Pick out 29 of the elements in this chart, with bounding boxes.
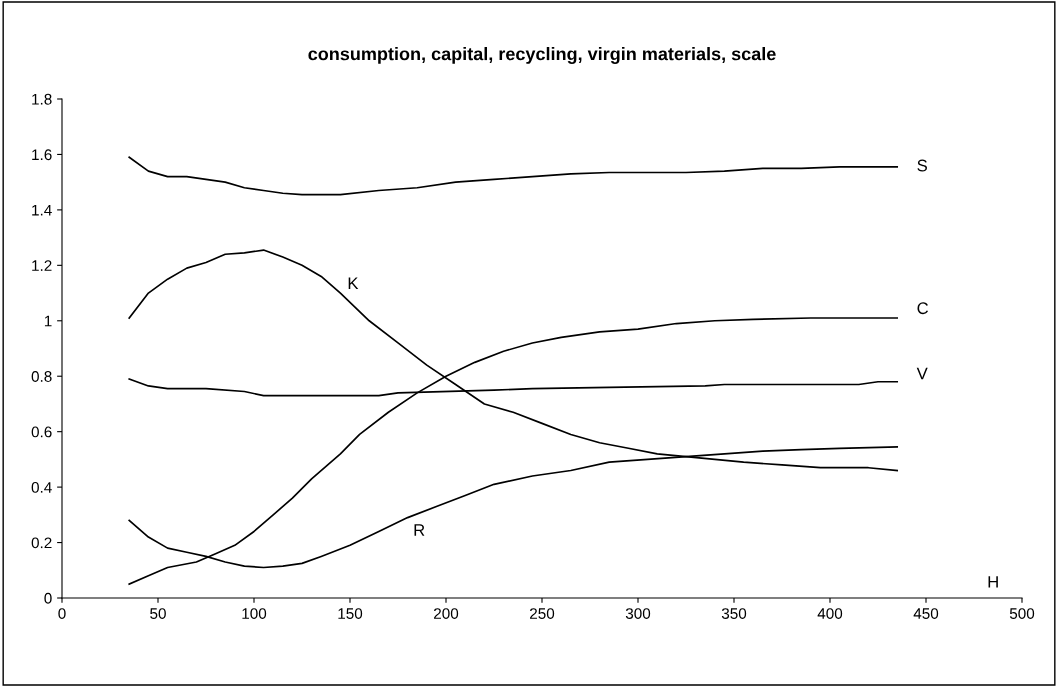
x-tick-label: 300 [625,608,651,619]
x-tick-label: 100 [242,608,267,619]
series-label: R [414,524,425,536]
x-tick-label: 500 [1009,608,1035,619]
x-tick-label: 400 [817,608,843,619]
series-label: K [348,277,359,290]
x-tick-label: 50 [150,608,166,619]
y-tick-label: 1 [44,315,52,327]
x-tick-label: 250 [530,608,555,619]
chart-title: consumption, capital, recycling, virgin materials, scale [308,47,776,64]
x-tick-label: 450 [913,608,939,619]
x-tick-label: 0 [58,608,66,619]
series-label: C [917,302,929,315]
x-tick-label: 150 [338,608,363,619]
y-tick-label: 0 [44,592,52,604]
y-tick-label: 0.4 [31,481,52,493]
y-tick-label: 0.2 [31,537,52,549]
x-tick-label: 200 [434,608,459,619]
y-tick-label: 1.4 [32,204,52,216]
y-tick-label: 1.8 [32,93,52,105]
x-tick-label: 350 [721,608,747,619]
y-tick-label: 1.2 [32,260,52,271]
y-tick-label: 0.6 [31,426,52,438]
x-axis-title: H [988,576,998,588]
series-label: V [916,367,928,380]
series-label: S [917,159,927,172]
y-tick-label: 1.6 [32,149,52,161]
y-tick-label: 0.8 [31,371,52,382]
line-series [128,156,899,196]
